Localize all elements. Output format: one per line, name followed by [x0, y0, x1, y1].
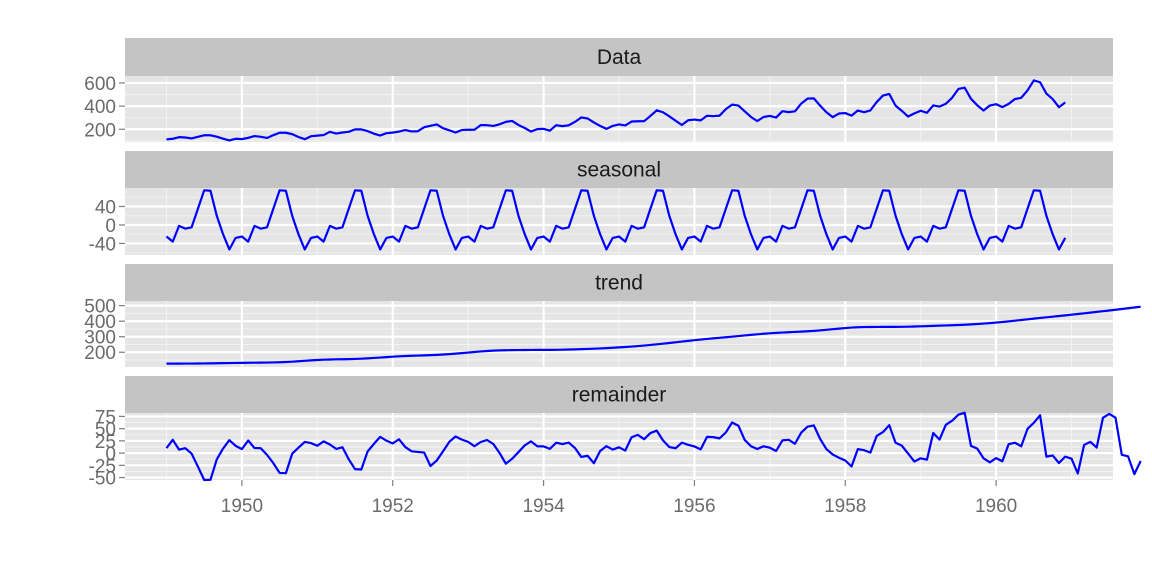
y-tick-label: 500 — [84, 297, 116, 318]
strip-background — [125, 151, 1113, 188]
y-tick-label: -25 — [89, 456, 116, 477]
y-tick-label: -40 — [89, 234, 116, 255]
strip-label: trend — [595, 272, 643, 295]
strip-background — [125, 38, 1113, 76]
x-axis: 1950 1952 1954 1956 1958 1960 — [221, 480, 1017, 517]
series-line-trend — [166, 305, 1141, 365]
x-tick-label: 1954 — [522, 496, 565, 517]
y-tick-label: 400 — [84, 312, 116, 333]
y-tick-label: -50 — [89, 469, 116, 490]
series-line-seasonal — [165, 189, 1067, 251]
y-tick-label: 75 — [95, 407, 116, 428]
strip-label: seasonal — [577, 159, 661, 182]
x-tick-label: 1950 — [221, 496, 263, 517]
y-tick-label: 400 — [84, 97, 116, 118]
strip-label: Data — [597, 46, 642, 69]
facet-panels: Data200400600seasonal-40040trend20030040… — [84, 38, 1142, 490]
strip-background — [125, 264, 1113, 301]
y-tick-label: 25 — [95, 432, 116, 453]
y-tick-label: 40 — [95, 197, 116, 218]
x-tick-label: 1958 — [824, 496, 866, 517]
x-tick-label: 1960 — [975, 496, 1017, 517]
strip-label: remainder — [572, 384, 667, 407]
y-tick-label: 0 — [105, 216, 116, 237]
series-line-data — [166, 79, 1066, 142]
y-tick-label: 200 — [84, 120, 116, 141]
y-tick-label: 600 — [84, 74, 116, 95]
y-tick-label: 0 — [105, 444, 116, 465]
x-tick-label: 1952 — [372, 496, 414, 517]
x-tick-label: 1956 — [673, 496, 715, 517]
strip-background — [125, 376, 1113, 413]
y-tick-label: 300 — [84, 328, 116, 349]
series-line-remainder — [165, 411, 1142, 482]
y-tick-label: 50 — [95, 420, 116, 441]
y-tick-label: 200 — [84, 343, 116, 364]
